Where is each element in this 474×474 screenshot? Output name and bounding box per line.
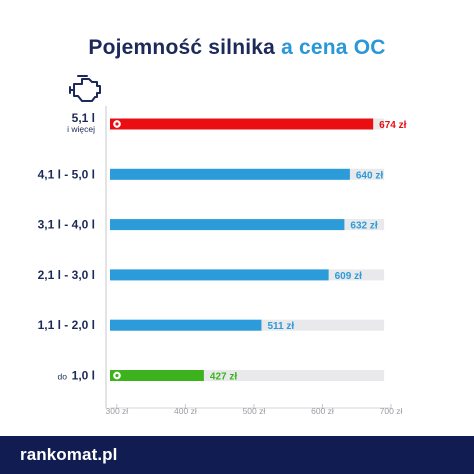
engine-icon bbox=[69, 75, 101, 102]
bar bbox=[110, 118, 374, 130]
bar-value-label: 640 zł bbox=[356, 170, 383, 181]
x-tick-label: 400 zł bbox=[174, 406, 197, 416]
bar-value-label: 609 zł bbox=[335, 271, 362, 282]
category-label: 4,1 l - 5,0 l bbox=[38, 167, 95, 181]
bar-value-label: 632 zł bbox=[350, 221, 377, 232]
bar bbox=[110, 319, 262, 331]
chart-title: Pojemność silnika a cena OC bbox=[0, 36, 474, 60]
x-tick-label: 700 zł bbox=[380, 406, 403, 416]
bar bbox=[110, 370, 204, 381]
footer-bar: rankomat.pl bbox=[0, 436, 474, 474]
bar bbox=[110, 168, 350, 180]
bar bbox=[110, 219, 345, 231]
bar-value-label: 427 zł bbox=[210, 372, 237, 383]
x-tick-label: 500 zł bbox=[243, 406, 266, 416]
x-tick-label: 300 zł bbox=[106, 406, 129, 416]
x-tick-label: 600 zł bbox=[311, 406, 334, 416]
category-label: 5,1 l bbox=[72, 111, 95, 125]
category-label: 3,1 l - 4,0 l bbox=[38, 218, 95, 232]
category-label: 1,0 l bbox=[72, 369, 95, 383]
bar-chart: 674 zł 640 zł 632 zł 609 zł 511 zł 427 zł 5,1… bbox=[38, 75, 407, 416]
bar bbox=[110, 269, 329, 281]
category-label: 2,1 l - 3,0 l bbox=[38, 268, 95, 282]
max-marker-icon-dot bbox=[115, 122, 119, 126]
rankomat-logo: rankomat.pl bbox=[20, 445, 118, 464]
title-main: Pojemność silnika bbox=[88, 36, 276, 59]
category-prefix: do bbox=[58, 372, 68, 382]
bar-value-label: 674 zł bbox=[379, 120, 406, 131]
category-sublabel: i więcej bbox=[67, 124, 95, 134]
category-label: 1,1 l - 2,0 l bbox=[38, 318, 95, 332]
bar-value-label: 511 zł bbox=[267, 321, 294, 332]
bar-track bbox=[110, 370, 385, 381]
min-marker-icon-dot bbox=[115, 373, 119, 378]
title-accent: a cena OC bbox=[281, 36, 386, 59]
